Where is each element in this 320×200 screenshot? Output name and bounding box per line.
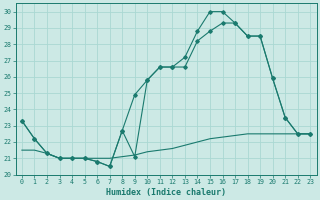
X-axis label: Humidex (Indice chaleur): Humidex (Indice chaleur) [106, 188, 226, 197]
